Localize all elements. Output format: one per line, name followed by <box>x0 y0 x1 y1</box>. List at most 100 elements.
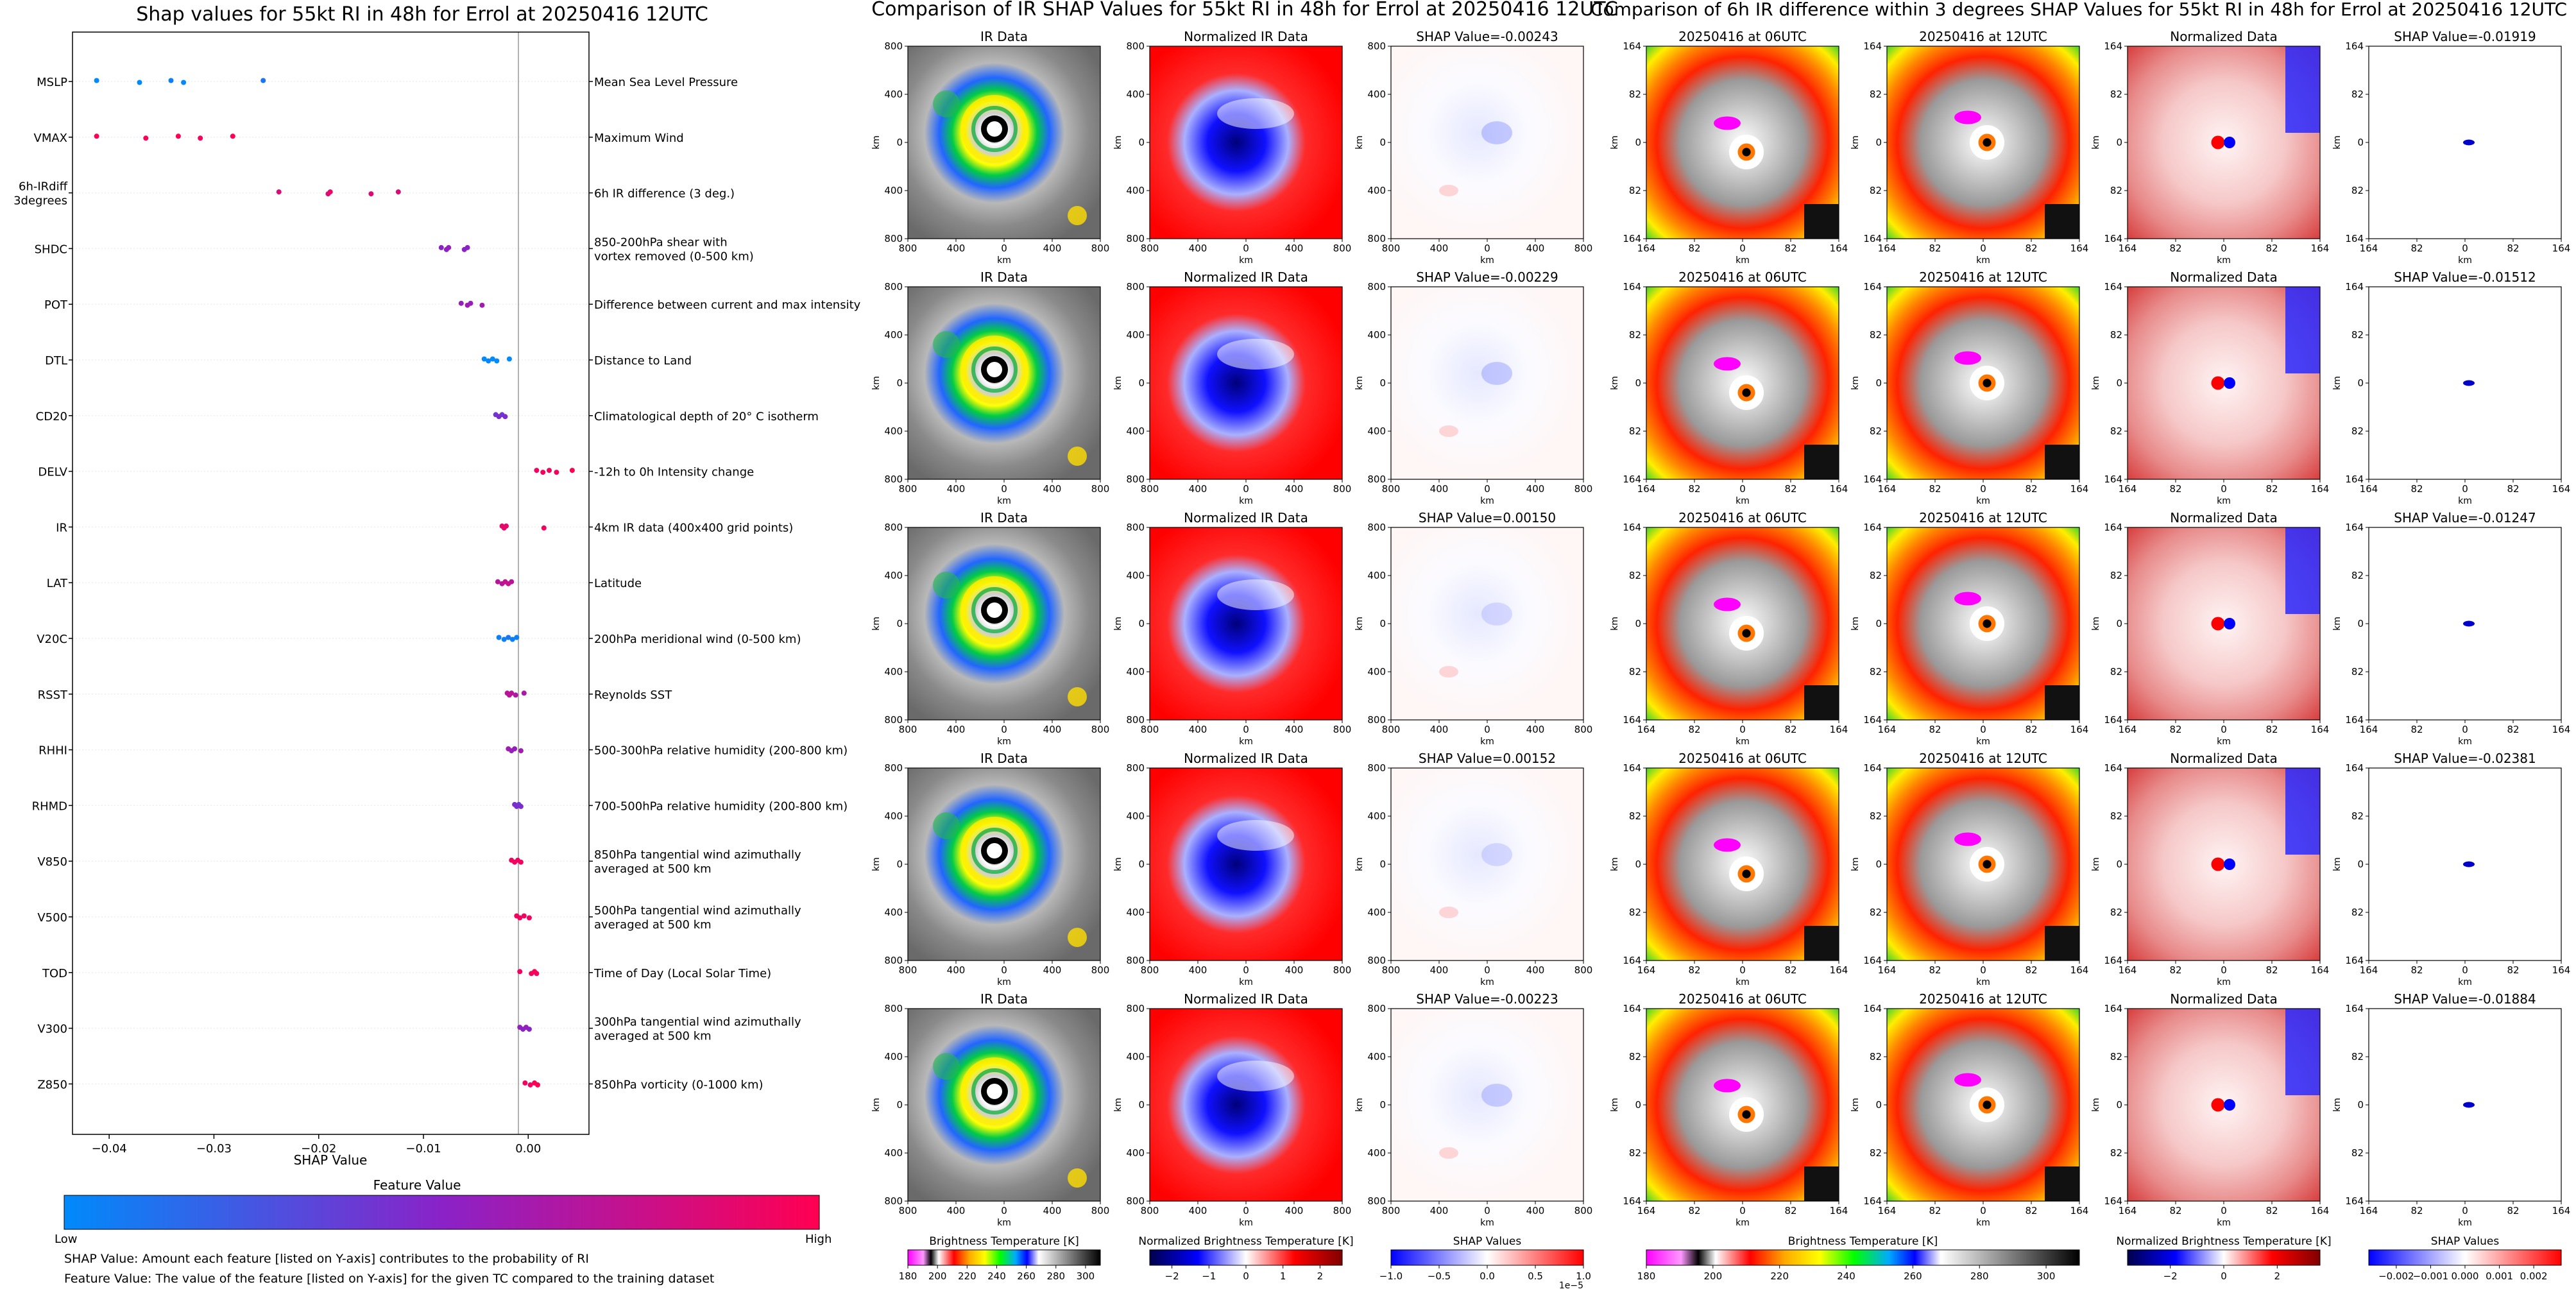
x-tick-label: 164 <box>2119 1205 2137 1216</box>
colorbar-high-label: High <box>805 1233 832 1246</box>
colorbar-tick-label: 0.001 <box>2486 1270 2513 1282</box>
colorbar-tick-label: 280 <box>1970 1270 1989 1282</box>
x-tick-label: 800 <box>1091 724 1110 735</box>
panel-image <box>1391 768 1583 960</box>
x-tick-label: 82 <box>1929 724 1941 735</box>
x-tick-label: 0 <box>1739 964 1746 976</box>
x-tick-label: 164 <box>2311 1205 2330 1216</box>
colorbar-bar <box>907 1249 1101 1266</box>
panel-title: Normalized IR Data <box>1184 991 1308 1007</box>
x-tick-label: 400 <box>1043 964 1062 976</box>
x-axis-label: km <box>1976 255 1990 266</box>
normalized-field <box>1150 768 1342 960</box>
y-tick-label: 82 <box>1629 425 1641 437</box>
y-axis-label: km <box>1610 376 1620 390</box>
y-tick-label: 82 <box>1870 666 1882 678</box>
x-tick-label: 82 <box>1929 1205 1941 1216</box>
panel-title: 20250416 at 06UTC <box>1678 269 1807 285</box>
colorbar: Normalized Brightness Temperature [K] −2 0… <box>2116 1235 2331 1282</box>
shap-center-blob <box>2463 380 2475 386</box>
feature-code-label: 6h-IRdiff <box>19 180 68 194</box>
colorbar-tick-label: 0 <box>1243 1270 1249 1282</box>
x-tick-label: 800 <box>1382 1205 1401 1216</box>
y-axis-label: km <box>1354 617 1365 631</box>
shap-point <box>175 133 181 139</box>
panel-image <box>2128 768 2320 960</box>
x-tick-label: 164 <box>2119 724 2137 735</box>
y-tick-label: 164 <box>1623 233 1641 244</box>
panel-image <box>2369 1009 2561 1201</box>
y-axis-label: km <box>1354 135 1365 149</box>
y-tick-label: 800 <box>1126 1003 1145 1014</box>
x-axis-label: km <box>1239 1218 1253 1228</box>
panel-image <box>2128 287 2320 479</box>
center-positive <box>2211 617 2225 631</box>
feature-description-label: 500-300hPa relative humidity (200-800 km… <box>594 744 848 758</box>
x-tick-label: 82 <box>1784 1205 1796 1216</box>
y-tick-label: 164 <box>1863 1195 1882 1207</box>
y-tick-label: 82 <box>2351 329 2364 341</box>
y-tick-label: 800 <box>884 233 903 244</box>
shap-point <box>527 1082 533 1088</box>
cloud-cell <box>933 572 960 599</box>
shap-blob <box>1481 843 1512 866</box>
y-tick-label: 400 <box>884 329 903 341</box>
x-axis-label: km <box>1239 255 1253 266</box>
shap-point <box>526 1027 532 1032</box>
shap-blob <box>1439 907 1458 918</box>
y-tick-label: 82 <box>2110 425 2122 437</box>
x-tick-label: 82 <box>2265 724 2278 735</box>
feature-code-label: IR <box>56 521 67 534</box>
y-tick-label: 82 <box>2110 89 2122 100</box>
y-tick-label: 0 <box>896 618 903 629</box>
eye-core <box>1742 148 1751 157</box>
y-axis-label: km <box>1610 1098 1620 1112</box>
feature-description-label: 500hPa tangential wind azimuthally <box>594 904 801 918</box>
panel-title: SHAP Value=0.00150 <box>1419 510 1556 525</box>
panel-image <box>2369 287 2561 479</box>
shap-point <box>512 746 518 752</box>
eye-core <box>987 1084 1002 1099</box>
y-tick-label: 164 <box>1623 522 1641 533</box>
x-tick-label: 82 <box>1784 483 1796 495</box>
eye-core <box>1983 379 1992 388</box>
shap-point <box>479 302 485 308</box>
y-tick-label: 400 <box>1126 89 1145 100</box>
y-tick-label: 0 <box>1635 1099 1641 1111</box>
y-tick-label: 82 <box>1629 810 1641 822</box>
y-tick-label: 800 <box>1367 1003 1386 1014</box>
center-positive <box>2211 857 2225 871</box>
y-tick-label: 400 <box>1126 185 1145 196</box>
colorbar-tick-label: 200 <box>928 1270 947 1282</box>
shap-center-blob <box>2463 620 2475 627</box>
eye-core <box>1742 1110 1751 1119</box>
x-tick-label: 164 <box>2070 724 2089 735</box>
colorbar-tick-label: 2 <box>1317 1270 1324 1282</box>
shap-point <box>534 971 540 977</box>
x-tick-label: 164 <box>2070 243 2089 254</box>
shap-point <box>506 635 511 640</box>
x-tick-label: 82 <box>2265 964 2278 976</box>
x-axis-label: km <box>2458 737 2472 747</box>
y-tick-label: 800 <box>1126 281 1145 293</box>
y-tick-label: 82 <box>1629 329 1641 341</box>
y-tick-label: 0 <box>1635 618 1641 629</box>
colorbar-bar <box>2127 1249 2321 1266</box>
x-axis-label: km <box>997 255 1011 266</box>
y-axis-label: km <box>1354 1098 1365 1112</box>
x-tick-label: 164 <box>2119 964 2137 976</box>
panel-image <box>1150 1009 1342 1201</box>
shap-x-ticks: −0.04 −0.03 −0.02 −0.01 0.00 <box>92 1134 541 1156</box>
y-tick-label: 400 <box>1126 666 1145 678</box>
colorbar-label: Brightness Temperature [K] <box>1788 1235 1938 1248</box>
normalized-field <box>1150 1009 1342 1201</box>
x-tick-label: 164 <box>2360 243 2378 254</box>
shap-point <box>521 913 527 919</box>
x-tick-label: −0.02 <box>301 1142 336 1156</box>
feature-code-label: DELV <box>38 466 67 479</box>
